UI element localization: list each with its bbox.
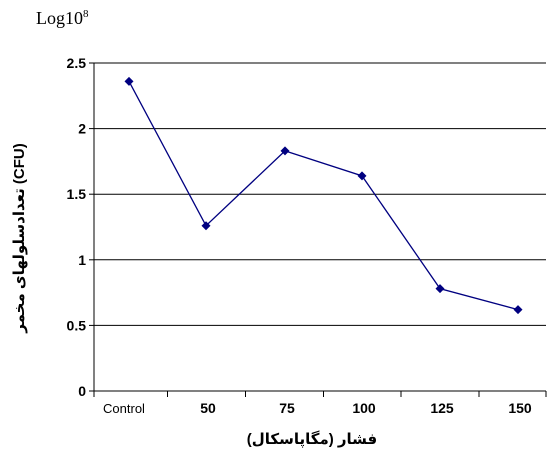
data-point-marker — [435, 284, 445, 294]
x-tick-label: 50 — [200, 400, 216, 416]
data-point-marker — [513, 305, 523, 315]
x-tick-label: 150 — [508, 400, 532, 416]
y-tick-label: 2 — [78, 121, 86, 137]
gridlines — [89, 62, 546, 392]
y-tick-label: 2.5 — [67, 55, 87, 71]
scale-base: Log10 — [36, 8, 83, 28]
scale-exponent: 8 — [83, 8, 89, 20]
data-series — [124, 76, 523, 315]
x-tick-label: 125 — [430, 400, 454, 416]
y-axis-title: تعدادسلولهای مخمر (CFU) — [11, 143, 28, 333]
data-point-marker — [124, 76, 134, 86]
x-tick-marks — [93, 391, 547, 397]
x-tick-label: 75 — [279, 400, 295, 416]
y-tick-label: 1 — [78, 252, 86, 268]
data-point-marker — [201, 221, 211, 231]
y-tick-label: 1.5 — [67, 186, 87, 202]
y-tick-label: 0.5 — [67, 317, 87, 333]
x-axis-title: فشار (مگاپاسکال) — [247, 430, 378, 449]
series-line — [128, 81, 519, 311]
x-tick-label: Control — [103, 401, 145, 416]
data-point-marker — [357, 171, 367, 181]
data-point-marker — [280, 146, 290, 156]
y-tick-label: 0 — [78, 383, 86, 399]
y-axis-scale-label: Log108 — [36, 8, 89, 29]
x-tick-label: 100 — [352, 400, 376, 416]
y-tick-labels: 0 0.5 1 1.5 2 2.5 — [67, 55, 87, 399]
x-tick-labels: Control 50 75 100 125 150 — [103, 400, 532, 416]
